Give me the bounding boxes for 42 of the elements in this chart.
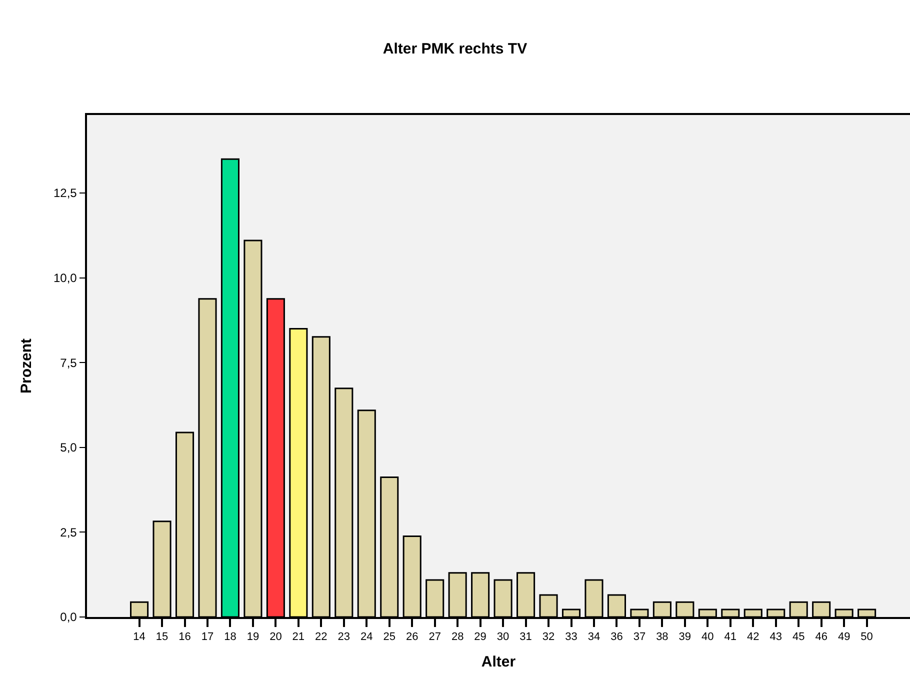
x-tick-label: 28 xyxy=(451,630,464,643)
x-tick-label: 30 xyxy=(496,630,510,643)
x-tick-label: 39 xyxy=(678,630,692,643)
y-tick-label: 10,0 xyxy=(53,271,78,286)
x-tick-label: 46 xyxy=(815,630,828,643)
y-tick-label: 2,5 xyxy=(60,525,78,540)
x-tick-label: 32 xyxy=(542,630,555,643)
x-tick-label: 16 xyxy=(178,630,191,643)
x-tick-label: 42 xyxy=(747,630,760,643)
x-tick-label: 37 xyxy=(633,630,646,643)
x-tick-label: 20 xyxy=(270,630,282,643)
x-tick-label: 36 xyxy=(610,630,623,643)
x-tick-label: 25 xyxy=(383,630,396,643)
chart-title: Alter PMK rechts TV xyxy=(382,40,528,58)
x-tick-label: 33 xyxy=(565,630,578,643)
x-tick-label: 19 xyxy=(246,630,260,643)
x-tick-label: 14 xyxy=(133,630,146,643)
x-tick-label: 41 xyxy=(724,630,737,643)
x-tick-label: 34 xyxy=(588,630,600,643)
x-tick-label: 29 xyxy=(474,630,486,643)
x-tick-label: 26 xyxy=(406,630,418,643)
x-tick-label: 27 xyxy=(428,630,441,643)
x-tick-label: 38 xyxy=(656,630,668,643)
x-tick-label: 31 xyxy=(520,630,532,643)
x-tick-label: 15 xyxy=(156,630,168,643)
y-tick-label: 0,0 xyxy=(60,610,78,624)
x-tick-label: 40 xyxy=(702,630,714,643)
x-tick-label: 45 xyxy=(792,630,805,643)
x-tick-label: 22 xyxy=(315,630,328,643)
y-tick-label: 12,5 xyxy=(53,186,78,200)
x-tick-label: 50 xyxy=(860,630,873,643)
x-tick-label: 21 xyxy=(292,630,305,643)
x-tick-label: 23 xyxy=(338,630,350,643)
x-tick-label: 49 xyxy=(838,630,850,643)
x-tick-label: 18 xyxy=(224,630,236,643)
y-axis-title: Prozent xyxy=(18,338,36,394)
y-tick-label: 5,0 xyxy=(60,440,78,455)
x-tick-label: 17 xyxy=(201,630,214,643)
y-tick-label: 7,5 xyxy=(60,356,78,370)
x-axis-title: Alter xyxy=(481,653,516,670)
x-tick-label: 24 xyxy=(360,630,373,643)
x-tick-label: 43 xyxy=(770,630,782,643)
